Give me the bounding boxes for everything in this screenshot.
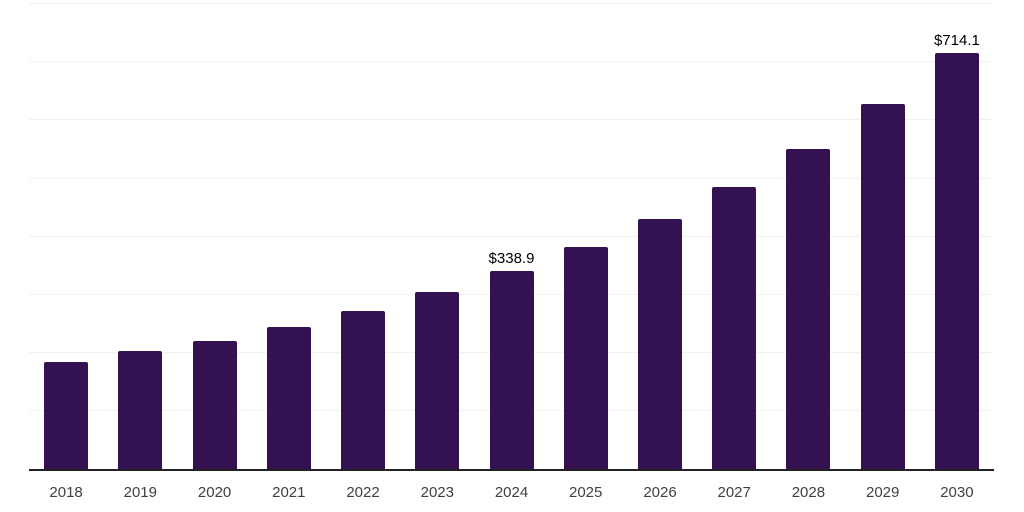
x-tick-label-2026: 2026 [643,484,677,501]
x-tick-label-2023: 2023 [420,484,454,501]
x-tick-label-2019: 2019 [123,484,157,501]
data-label-2024: $338.9 [488,250,535,268]
gridline-700 [29,61,994,63]
x-tick-label-2025: 2025 [569,484,603,501]
x-axis-line [29,469,994,471]
bar-2020[interactable] [192,340,237,471]
x-tick-label-2024: 2024 [494,484,529,501]
x-tick-label-2021: 2021 [272,484,306,501]
x-tick-label-2027: 2027 [717,484,751,501]
x-tick-label-2029: 2029 [866,484,900,501]
bar-2019[interactable] [118,351,163,471]
bar-2028[interactable] [786,148,831,471]
bar-2018[interactable] [44,362,89,471]
bar-2026[interactable] [638,218,682,471]
x-tick-label-2030: 2030 [940,484,974,501]
bar-2029[interactable] [860,103,905,471]
x-tick-label-2020: 2020 [197,484,232,501]
bar-2024[interactable] [489,271,534,471]
x-tick-label-2028: 2028 [791,484,826,501]
gridline-600 [29,119,994,121]
gridline-500 [29,177,994,179]
gridline-400 [29,235,994,237]
bar-2022[interactable] [341,311,385,471]
bar-2025[interactable] [563,247,608,471]
bar-2023[interactable] [415,292,460,471]
x-tick-label-2022: 2022 [346,484,380,501]
bar-2027[interactable] [712,186,757,471]
gridline-800 [29,3,994,4]
bar-2030[interactable] [934,53,979,471]
x-tick-label-2018: 2018 [49,484,83,501]
bar-2021[interactable] [266,327,311,471]
data-label-2030: $714.1 [933,32,980,49]
